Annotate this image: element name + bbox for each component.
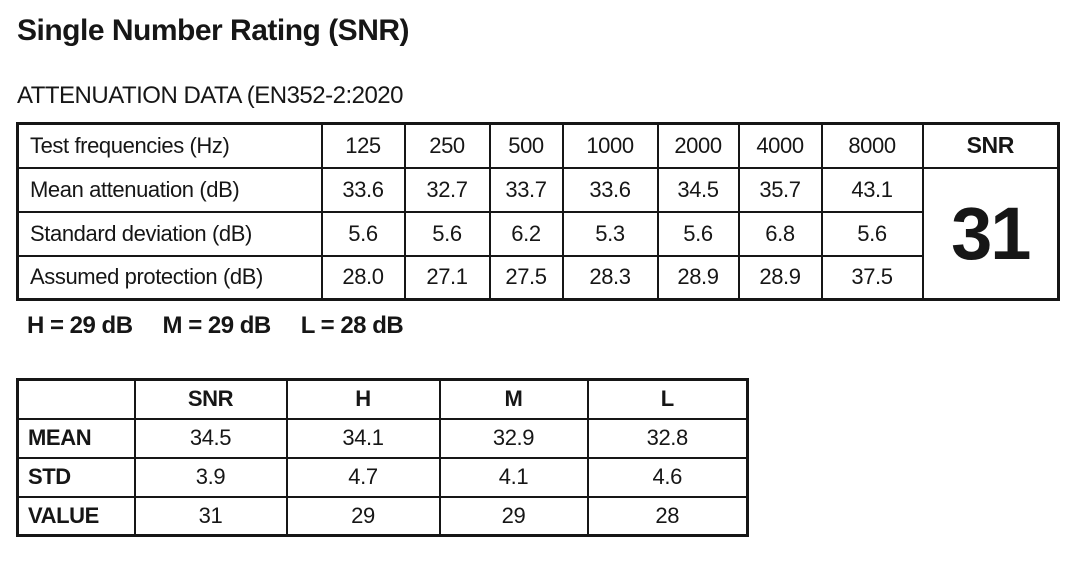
- l-rating: L = 28 dB: [300, 312, 404, 339]
- attenuation-header-row: Test frequencies (Hz) 125 250 500 1000 2…: [16, 122, 1060, 169]
- summary-value-cell: 28: [586, 495, 749, 537]
- mean-attenuation-row: Mean attenuation (dB) 33.6 32.7 33.7 33.…: [16, 166, 1060, 301]
- std-value-cell: 5.3: [561, 210, 659, 257]
- assumed-value-cell: 28.9: [656, 254, 740, 301]
- summary-std-row: STD 3.9 4.7 4.1 4.6: [16, 456, 749, 498]
- std-value-cell: 6.8: [737, 210, 823, 257]
- mean-value-cell: 33.7: [488, 166, 564, 213]
- mean-value-cell: 34.5: [656, 166, 740, 213]
- mean-value-cell: 32.7: [403, 166, 491, 213]
- assumed-protection-row: Assumed protection (dB) 28.0 27.1 27.5 2…: [16, 254, 1059, 301]
- summary-value-cell: 4.1: [438, 456, 589, 498]
- hml-ratings-line: H = 29 dB M = 29 dB L = 28 dB: [27, 312, 404, 340]
- standard-deviation-label: Standard deviation (dB): [16, 210, 323, 257]
- assumed-value-cell: 27.5: [488, 254, 564, 301]
- summary-header-snr: SNR: [133, 378, 288, 420]
- freq-header-1000: 1000: [561, 122, 659, 169]
- freq-header-2000: 2000: [656, 122, 740, 169]
- freq-header-500: 500: [488, 122, 564, 169]
- summary-header-row: SNR H M L: [16, 378, 749, 420]
- freq-header-250: 250: [403, 122, 491, 169]
- std-value-cell: 5.6: [820, 210, 924, 257]
- mean-attenuation-label: Mean attenuation (dB): [16, 166, 323, 213]
- attenuation-table: Test frequencies (Hz) 125 250 500 1000 2…: [16, 122, 1060, 301]
- test-frequencies-label: Test frequencies (Hz): [16, 122, 323, 169]
- freq-header-125: 125: [320, 122, 406, 169]
- summary-value-cell: 34.5: [133, 417, 288, 459]
- freq-header-8000: 8000: [820, 122, 924, 169]
- summary-value-row: VALUE 31 29 29 28: [16, 495, 749, 537]
- summary-mean-row: MEAN 34.5 34.1 32.9 32.8: [16, 417, 749, 459]
- summary-value-cell: 3.9: [133, 456, 288, 498]
- mean-value-cell: 33.6: [561, 166, 659, 213]
- summary-value-cell: 29: [285, 495, 441, 537]
- mean-value-cell: 43.1: [820, 166, 924, 213]
- mean-row-label: MEAN: [16, 417, 136, 459]
- summary-table: SNR H M L MEAN 34.5 34.1 32.9 32.8 STD 3…: [16, 378, 749, 537]
- summary-value-cell: 29: [438, 495, 589, 537]
- standard-deviation-row: Standard deviation (dB) 5.6 5.6 6.2 5.3 …: [16, 210, 1059, 257]
- assumed-value-cell: 28.0: [320, 254, 406, 301]
- std-row-label: STD: [16, 456, 136, 498]
- h-rating: H = 29 dB: [27, 312, 133, 339]
- freq-header-4000: 4000: [737, 122, 823, 169]
- snr-header-cell: SNR: [921, 122, 1060, 169]
- mean-value-cell: 33.6: [320, 166, 406, 213]
- assumed-value-cell: 28.3: [561, 254, 659, 301]
- summary-header-h: H: [285, 378, 441, 420]
- assumed-protection-label: Assumed protection (dB): [16, 254, 323, 301]
- std-value-cell: 5.6: [656, 210, 740, 257]
- snr-value-cell: 31: [921, 166, 1060, 301]
- page-title: Single Number Rating (SNR): [17, 14, 410, 47]
- summary-value-cell: 34.1: [285, 417, 441, 459]
- summary-value-cell: 4.6: [586, 456, 749, 498]
- summary-header-l: L: [586, 378, 749, 420]
- assumed-value-cell: 28.9: [737, 254, 823, 301]
- std-value-cell: 5.6: [320, 210, 406, 257]
- attenuation-data-heading: ATTENUATION DATA (EN352-2:2020: [17, 82, 404, 109]
- summary-corner-cell: [16, 378, 136, 420]
- summary-value-cell: 4.7: [285, 456, 441, 498]
- std-value-cell: 6.2: [488, 210, 564, 257]
- assumed-value-cell: 37.5: [820, 254, 924, 301]
- m-rating: M = 29 dB: [162, 312, 272, 339]
- summary-header-m: M: [438, 378, 589, 420]
- mean-value-cell: 35.7: [737, 166, 823, 213]
- summary-value-cell: 32.9: [438, 417, 589, 459]
- summary-value-cell: 31: [133, 495, 288, 537]
- assumed-value-cell: 27.1: [403, 254, 491, 301]
- summary-value-cell: 32.8: [586, 417, 749, 459]
- std-value-cell: 5.6: [403, 210, 491, 257]
- value-row-label: VALUE: [16, 495, 136, 537]
